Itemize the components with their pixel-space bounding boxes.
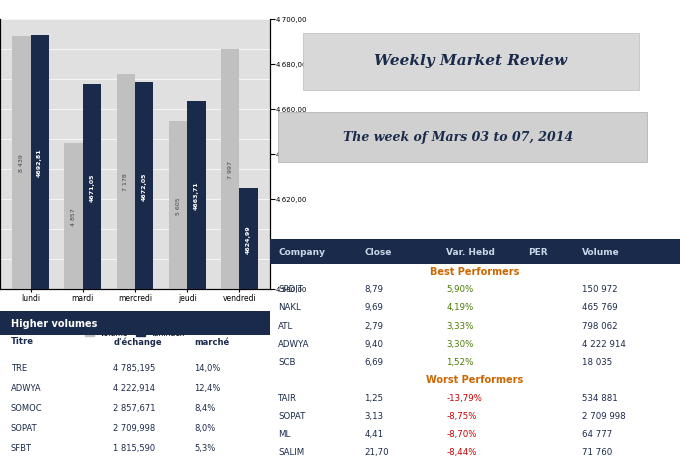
Text: 2,79: 2,79 (364, 321, 384, 330)
Text: SOPAT: SOPAT (278, 411, 305, 420)
Bar (135, 83, 153, 459)
Text: SPDIT: SPDIT (278, 285, 303, 294)
Text: 4,19%: 4,19% (446, 303, 473, 312)
FancyBboxPatch shape (278, 112, 647, 163)
Text: 2 709 998: 2 709 998 (581, 411, 625, 420)
Text: 4672,05: 4672,05 (141, 172, 147, 200)
Text: 5 605: 5 605 (175, 197, 181, 214)
Text: 465 769: 465 769 (581, 303, 617, 312)
Text: PER: PER (528, 247, 548, 257)
Bar (117, 74, 135, 289)
Text: 9,69: 9,69 (364, 303, 383, 312)
Text: 534 881: 534 881 (581, 393, 617, 402)
Text: Titre: Titre (11, 336, 34, 345)
Text: 2 709,998: 2 709,998 (114, 423, 156, 432)
Bar (65, 144, 83, 289)
Text: 21,70: 21,70 (364, 447, 389, 456)
Text: 14,0%: 14,0% (194, 363, 221, 372)
Text: Worst Performers: Worst Performers (426, 375, 524, 384)
Text: 18 035: 18 035 (581, 357, 612, 366)
Bar (0, 311, 270, 335)
Text: 12,4%: 12,4% (194, 383, 221, 392)
Text: SCB: SCB (278, 357, 296, 366)
Bar (270, 240, 680, 265)
Text: 5,90%: 5,90% (446, 285, 473, 294)
Text: 3,13: 3,13 (364, 411, 384, 420)
Text: -8,75%: -8,75% (446, 411, 477, 420)
Text: 8 439: 8 439 (19, 154, 24, 172)
Text: 8,0%: 8,0% (194, 423, 216, 432)
Text: -13,79%: -13,79% (446, 393, 482, 402)
Bar (169, 122, 187, 289)
Text: 7 997: 7 997 (228, 161, 233, 179)
Text: 4663,71: 4663,71 (194, 181, 199, 210)
Text: 3,33%: 3,33% (446, 321, 474, 330)
Text: Best Performers: Best Performers (430, 266, 520, 276)
Text: 1,52%: 1,52% (446, 357, 474, 366)
Text: ATL: ATL (278, 321, 294, 330)
Text: Volume: Volume (581, 247, 619, 257)
Text: 1,25: 1,25 (364, 393, 384, 402)
Bar (12, 37, 31, 289)
Text: 4 222 914: 4 222 914 (581, 339, 626, 348)
Text: 4 785,195: 4 785,195 (114, 363, 156, 372)
Text: 798 062: 798 062 (581, 321, 617, 330)
Text: 4692,81: 4692,81 (37, 148, 42, 177)
Text: % du volume de
marché: % du volume de marché (194, 327, 270, 346)
Text: 3,30%: 3,30% (446, 339, 474, 348)
Bar (31, 36, 49, 459)
Text: 71 760: 71 760 (581, 447, 612, 456)
Text: Higher volumes: Higher volumes (11, 318, 97, 328)
Bar (221, 50, 239, 289)
Text: 1 815,590: 1 815,590 (114, 442, 156, 452)
Text: 6,69: 6,69 (364, 357, 384, 366)
Text: SALIM: SALIM (278, 447, 305, 456)
Text: 4671,05: 4671,05 (89, 173, 95, 202)
Bar (187, 101, 205, 459)
Text: Var. Hebd: Var. Hebd (446, 247, 495, 257)
Text: ML: ML (278, 429, 290, 438)
Text: Weekly Market Review: Weekly Market Review (374, 54, 568, 68)
FancyBboxPatch shape (303, 34, 639, 91)
Text: SOMOC: SOMOC (11, 403, 42, 412)
Text: NAKL: NAKL (278, 303, 301, 312)
Text: 8,79: 8,79 (364, 285, 384, 294)
Text: 4,41: 4,41 (364, 429, 384, 438)
Bar (239, 188, 258, 459)
Text: -8,70%: -8,70% (446, 429, 477, 438)
Text: Volume
d'échange: Volume d'échange (114, 326, 162, 347)
Text: TAIR: TAIR (278, 393, 297, 402)
Text: 5,3%: 5,3% (194, 442, 216, 452)
Text: SFBT: SFBT (11, 442, 32, 452)
Bar (83, 85, 101, 459)
Text: Market overview: Market overview (8, 4, 112, 14)
Text: 8,4%: 8,4% (194, 403, 216, 412)
Text: 64 777: 64 777 (581, 429, 612, 438)
Text: 4 222,914: 4 222,914 (114, 383, 156, 392)
Text: 150 972: 150 972 (581, 285, 617, 294)
Text: 2 857,671: 2 857,671 (114, 403, 156, 412)
Text: 4624,99: 4624,99 (246, 224, 251, 253)
Text: Close: Close (364, 247, 392, 257)
Text: ADWYA: ADWYA (278, 339, 309, 348)
Text: TRE: TRE (11, 363, 27, 372)
Text: SOPAT: SOPAT (11, 423, 37, 432)
Text: 7 178: 7 178 (123, 173, 129, 191)
Text: 4 857: 4 857 (71, 208, 76, 225)
Legend: Volume, Tunindex: Volume, Tunindex (82, 325, 188, 341)
Text: ADWYA: ADWYA (11, 383, 41, 392)
Text: 9,40: 9,40 (364, 339, 384, 348)
Text: The week of Mars 03 to 07, 2014: The week of Mars 03 to 07, 2014 (343, 131, 574, 144)
Text: Company: Company (278, 247, 325, 257)
Text: -8,44%: -8,44% (446, 447, 477, 456)
